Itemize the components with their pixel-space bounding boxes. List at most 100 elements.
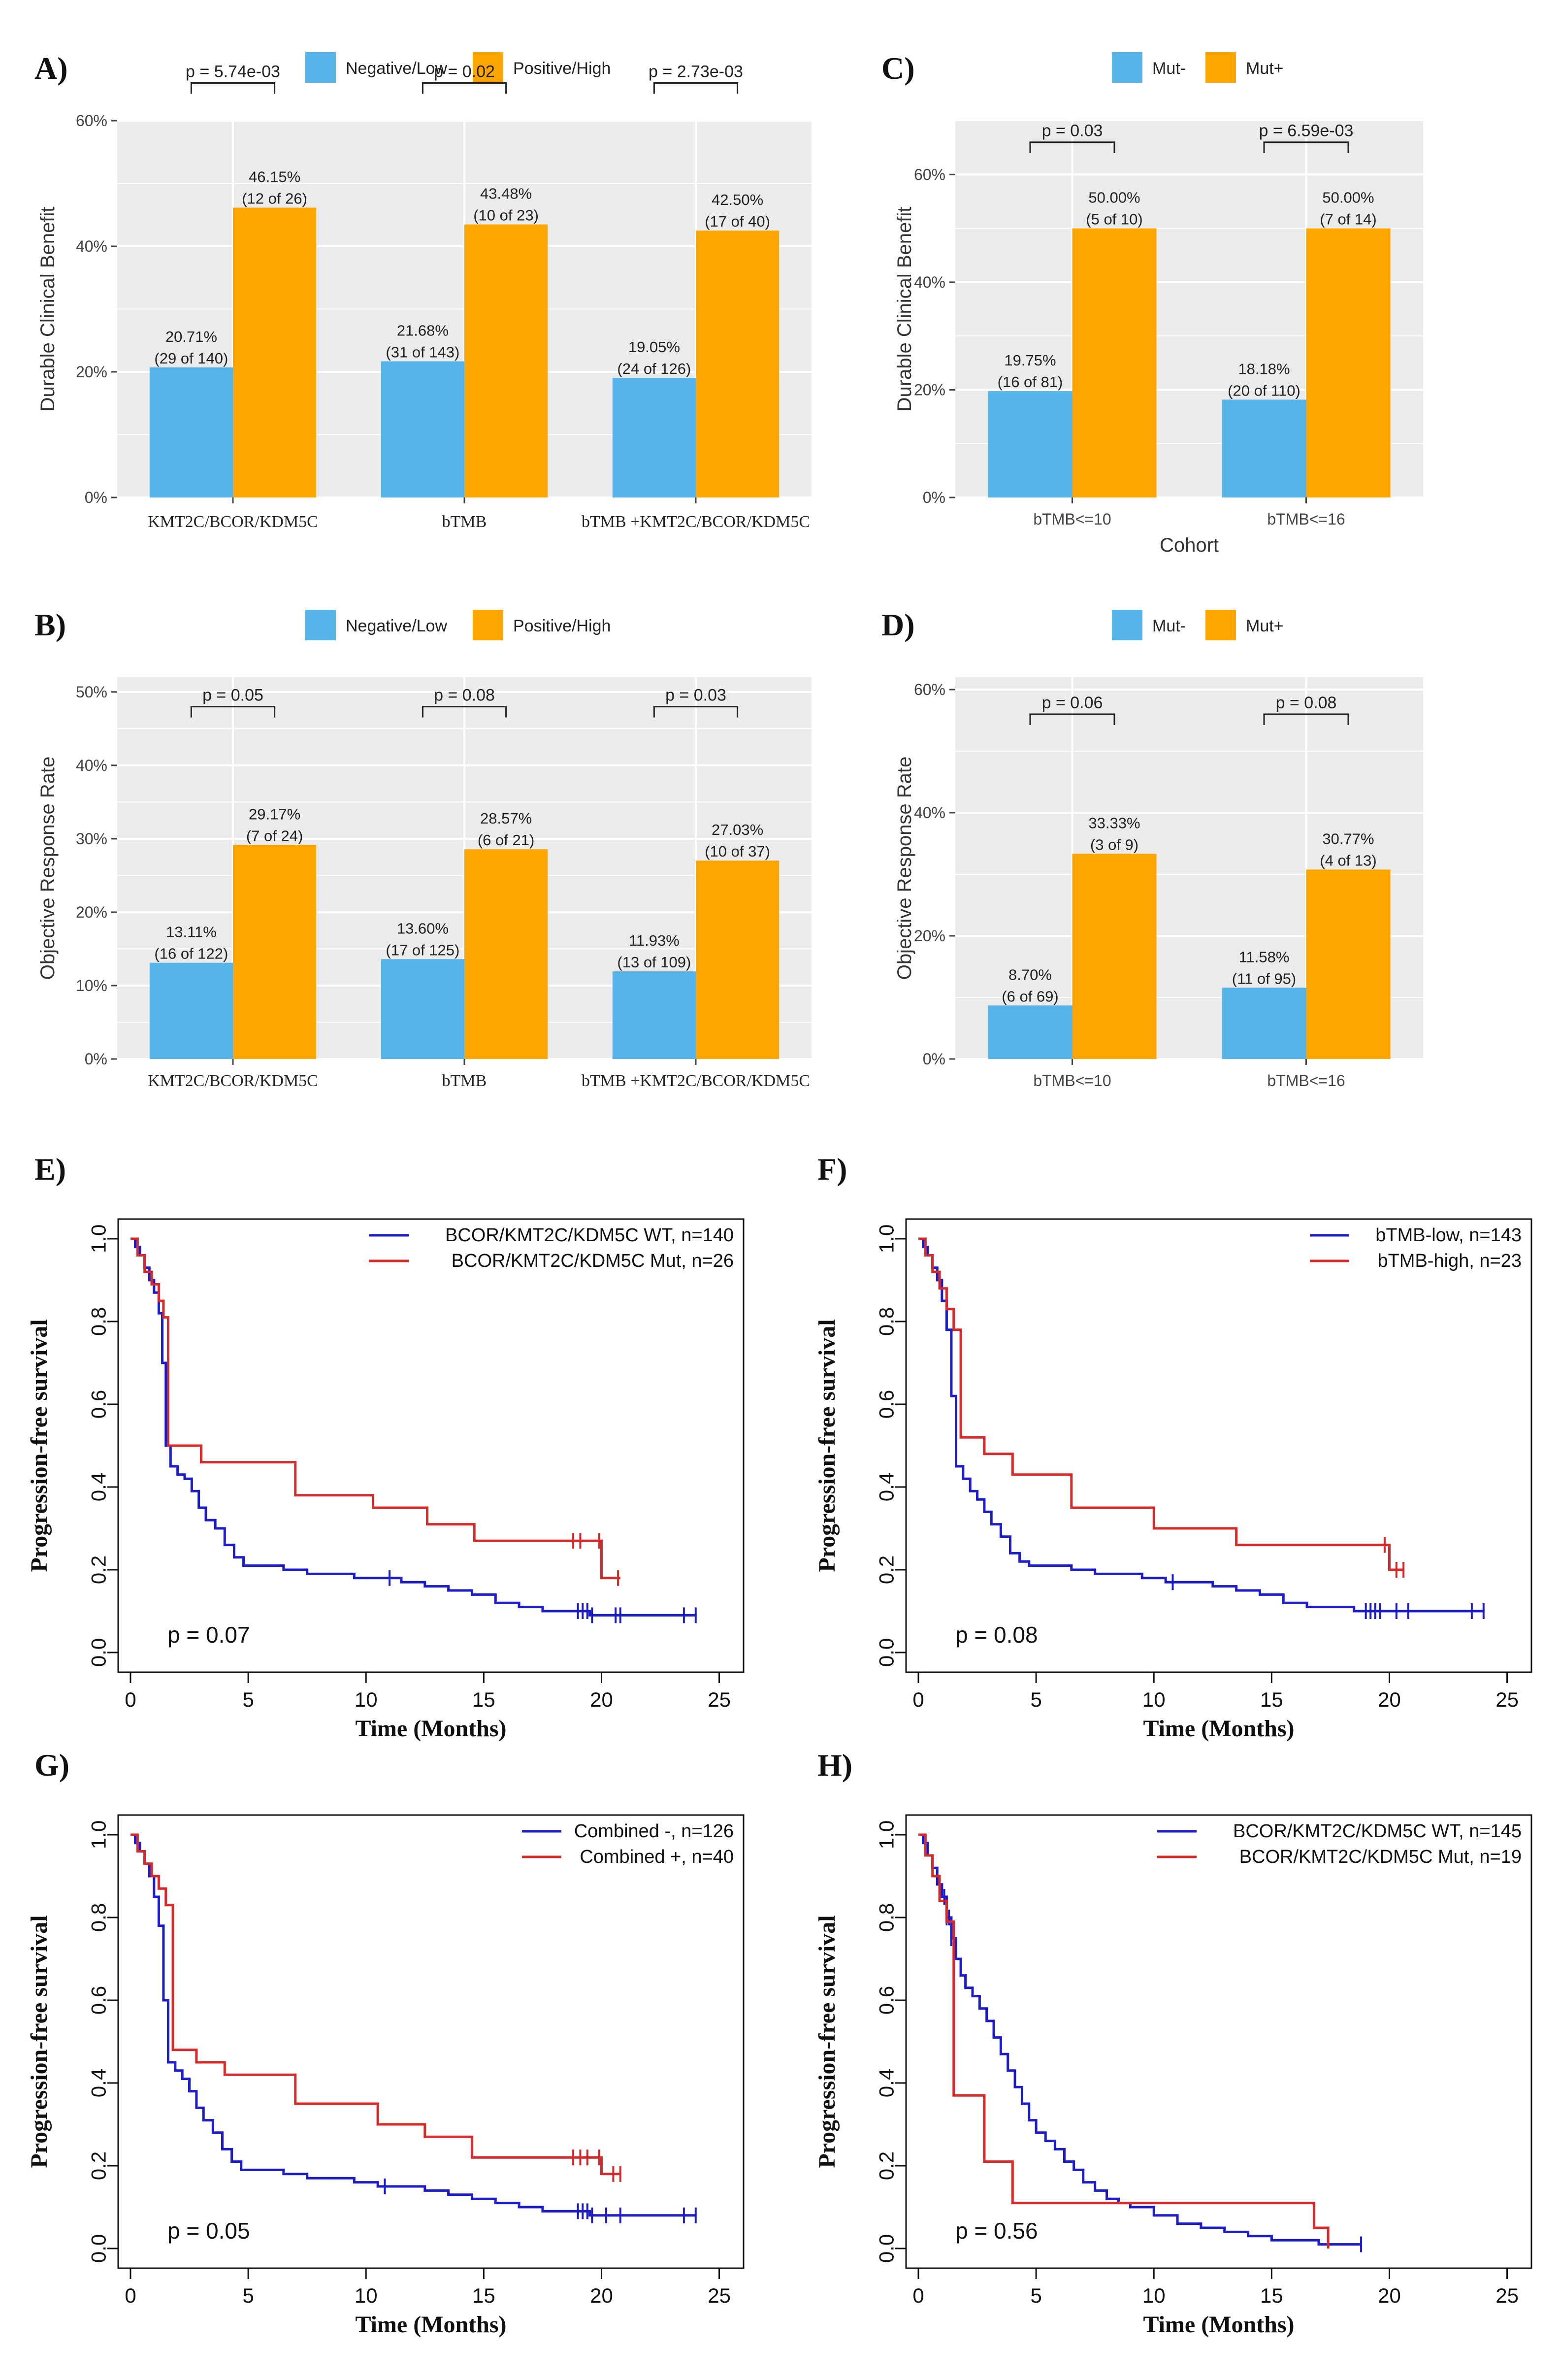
pvalue-bracket: p = 0.02 [422, 63, 507, 94]
y-tick-label: 10% [76, 977, 107, 994]
legend-label: Negative/Low [346, 617, 447, 635]
pvalue-bracket: p = 0.08 [1263, 694, 1349, 725]
bracket-line [422, 82, 507, 94]
panel-label: A) [34, 51, 68, 86]
y-tick-label: 0.4 [87, 2069, 110, 2097]
plot-frame [905, 1814, 1532, 2269]
y-tick-label: 0.2 [87, 2151, 110, 2180]
y-tick-label: 0.8 [875, 1307, 898, 1336]
bar-count-label: (20 of 110) [1228, 382, 1300, 399]
pvalue-label: p = 0.05 [167, 2218, 250, 2244]
survival-curve-group1 [130, 1833, 696, 2217]
km-chart-e: E) 0 5 10 15 20 25 0.0 0.2 0.4 0.6 0.8 1.0 Time (Mont… [26, 1152, 745, 1742]
bar-pct-label: 33.33% [1088, 814, 1140, 831]
pvalue-label: p = 0.06 [1042, 694, 1103, 712]
x-tick-label: 20 [590, 1688, 613, 1711]
bar-chart-c: C) Mut- Mut+ 0% 20% 40% 60% Durable Clinical Be… [881, 51, 1423, 556]
bar-mut- [988, 1005, 1072, 1059]
y-tick-label: 60% [914, 165, 945, 183]
y-axis-title: Durable Clinical Benefit [37, 207, 59, 412]
survival-curve-group2 [918, 1833, 1330, 2248]
bracket-line [1263, 141, 1349, 153]
legend-swatch [473, 610, 503, 640]
pvalue-bracket: p = 0.05 [190, 686, 276, 718]
x-category-label: bTMB [442, 513, 487, 531]
pvalue-bracket: p = 0.08 [422, 686, 507, 718]
legend-label: Mut- [1152, 59, 1186, 78]
y-axis-title: Progression-free survival [814, 1319, 840, 1572]
km-chart-g: G) 0 5 10 15 20 25 0.0 0.2 0.4 0.6 0.8 1.0 Time (Mont… [26, 1748, 745, 2338]
bracket-line [190, 706, 276, 718]
bar-pct-label: 19.75% [1004, 352, 1056, 369]
y-tick-label: 30% [76, 830, 107, 848]
legend: Mut- Mut+ [1112, 610, 1284, 640]
x-tick-label: 0 [912, 2284, 924, 2307]
legend-label: Positive/High [513, 59, 611, 78]
y-tick-label: 0.8 [87, 1307, 110, 1336]
y-tick-label: 1.0 [875, 1224, 898, 1253]
y-tick-label: 50% [76, 683, 107, 701]
bracket-line [190, 82, 276, 94]
legend-label: BCOR/KMT2C/KDM5C Mut, n=19 [1239, 1847, 1522, 1867]
panel-label: D) [881, 607, 915, 642]
pvalue-bracket: p = 0.03 [1029, 122, 1115, 153]
y-tick-label: 20% [76, 363, 107, 381]
legend: BCOR/KMT2C/KDM5C WT, n=140 BCOR/KMT2C/KDM… [369, 1225, 734, 1271]
bar-count-label: (29 of 140) [154, 350, 228, 367]
x-tick-label: 20 [590, 2284, 613, 2307]
bar-negative-low [149, 367, 233, 497]
bar-mut- [1072, 854, 1157, 1059]
bar-count-label: (7 of 14) [1320, 211, 1376, 228]
y-tick-label: 0.0 [87, 1638, 110, 1667]
legend-swatch [1112, 52, 1142, 83]
y-tick-label: 40% [76, 757, 107, 774]
y-tick-label: 0% [85, 1050, 107, 1068]
x-tick-label: 25 [708, 2284, 731, 2307]
bar-count-label: (24 of 126) [617, 360, 691, 377]
legend-label: Mut+ [1246, 59, 1284, 78]
x-category-label: bTMB [442, 1072, 487, 1090]
y-axis-title: Progression-free survival [26, 1319, 52, 1572]
km-chart-f: F) 0 5 10 15 20 25 0.0 0.2 0.4 0.6 0.8 1.0 Time (Mont… [814, 1152, 1532, 1742]
y-tick-label: 0% [923, 1050, 945, 1068]
y-tick-label: 60% [76, 112, 107, 130]
legend: Negative/Low Positive/High [305, 52, 611, 83]
pvalue-label: p = 0.02 [434, 63, 495, 81]
y-axis-title: Progression-free survival [26, 1915, 52, 2168]
bar-pct-label: 28.57% [480, 810, 532, 827]
bracket-line [422, 706, 507, 718]
plot-frame [905, 1218, 1532, 1673]
pvalue-bracket: p = 0.06 [1029, 694, 1115, 725]
pvalue-label: p = 0.08 [955, 1622, 1038, 1648]
y-tick-label: 0.4 [87, 1473, 110, 1501]
bar-positive-high [464, 849, 548, 1059]
y-tick-label: 0.4 [875, 2069, 898, 2097]
x-tick-label: 15 [1260, 2284, 1283, 2307]
y-axis-title: Progression-free survival [814, 1915, 840, 2168]
y-tick-label: 1.0 [87, 1820, 110, 1849]
bar-count-label: (10 of 37) [705, 843, 770, 860]
bracket-line [1029, 141, 1115, 153]
pvalue-bracket: p = 5.74e-03 [186, 63, 280, 94]
x-category-label: KMT2C/BCOR/KDM5C [148, 513, 318, 531]
legend: BCOR/KMT2C/KDM5C WT, n=145 BCOR/KMT2C/KDM… [1157, 1821, 1522, 1867]
pvalue-label: p = 6.59e-03 [1259, 122, 1354, 140]
panel-label: E) [34, 1152, 66, 1187]
legend: bTMB-low, n=143 bTMB-high, n=23 [1310, 1225, 1522, 1271]
bracket-line [1263, 713, 1349, 725]
bar-negative-low [381, 361, 464, 497]
legend: Combined -, n=126 Combined +, n=40 [522, 1821, 734, 1867]
bar-positive-high [696, 860, 780, 1059]
bar-positive-high [233, 207, 317, 497]
bar-count-label: (10 of 23) [473, 207, 539, 224]
y-tick-label: 0.6 [875, 1390, 898, 1419]
bar-negative-low [381, 959, 464, 1059]
x-tick-label: 20 [1378, 2284, 1401, 2307]
pvalue-label: p = 0.03 [665, 686, 726, 705]
pvalue-label: p = 5.74e-03 [186, 63, 280, 81]
bar-pct-label: 29.17% [249, 805, 300, 823]
x-tick-label: 0 [912, 1688, 924, 1711]
legend-label: BCOR/KMT2C/KDM5C WT, n=145 [1233, 1821, 1522, 1842]
bar-count-label: (31 of 143) [386, 344, 459, 361]
plot-frame [117, 1218, 745, 1673]
